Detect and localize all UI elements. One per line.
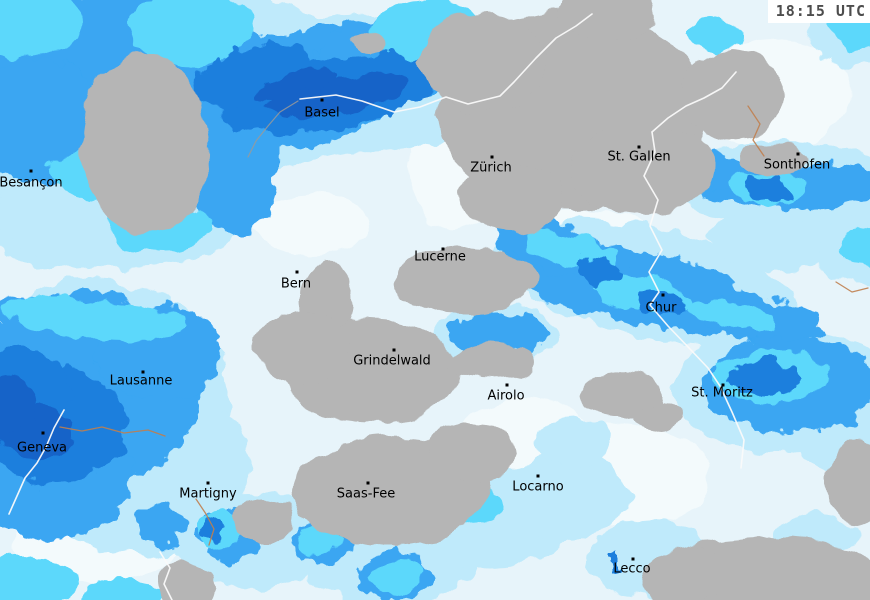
city-dot-airolo [505,383,509,387]
blob [839,227,870,265]
land-blob [743,141,803,175]
tan-border-line [59,426,166,437]
land-blob [648,547,736,600]
secondary-border-lines [59,105,869,546]
city-label-martigny: Martigny [179,486,237,502]
blob [449,312,545,356]
land-gray-layer [81,0,870,600]
blob [537,416,613,468]
blob [135,505,185,545]
land-blob [256,312,348,384]
land-blob [683,51,783,139]
blob [0,296,190,340]
blob [689,16,741,54]
blob [503,450,627,540]
blob [371,558,423,596]
blob [747,178,793,202]
city-label-lecco: Lecco [613,561,651,577]
city-dot-z-rich [490,155,494,159]
land-blob [156,560,216,600]
land-blob [81,55,209,235]
city-label-z-rich: Zürich [470,160,512,176]
river-lines [247,100,299,158]
city-dot-grindelwald [392,348,396,352]
city-dot-chur [661,293,665,297]
land-blob [450,344,534,380]
land-blob [562,0,658,42]
blob [257,68,339,100]
blob [686,298,778,334]
city-label-lausanne: Lausanne [109,373,173,389]
city-label-st-moritz: St. Moritz [691,385,753,401]
tan-border-line [747,105,765,157]
city-label-grindelwald: Grindelwald [353,353,431,369]
city-dot-besan-on [29,169,33,173]
city-dot-bern [295,270,299,274]
city-dot-geneva [41,431,45,435]
land-blob [420,12,544,112]
city-dot-st-gallen [637,145,641,149]
blob [0,375,36,435]
blob [250,195,370,255]
precip-dark-layer [0,68,411,460]
country-border-line [299,13,593,113]
country-border-line [159,551,173,600]
city-label-airolo: Airolo [487,388,525,404]
river-line [247,100,299,158]
city-label-bern: Bern [280,276,312,292]
city-dot-martigny [206,481,210,485]
blob [574,257,626,283]
land-blob [426,422,518,482]
land-blob [828,440,870,524]
blob [0,0,82,56]
blob [130,0,254,64]
city-label-saas-fee: Saas-Fee [336,486,396,502]
blob [610,550,616,568]
blob [729,360,801,396]
land-blob [231,498,297,542]
city-dot-lausanne [141,370,145,374]
city-dot-locarno [536,474,540,478]
city-dot-lucerne [441,247,445,251]
country-border-line [8,409,65,515]
land-blob [349,33,387,57]
land-blob [637,402,679,430]
city-label-lucerne: Lucerne [414,249,466,265]
tan-border-line [835,281,869,293]
city-dot-saas-fee [366,481,370,485]
city-label-besan-on: Besançon [0,175,63,191]
city-label-locarno: Locarno [512,479,564,495]
blob [637,288,683,312]
timestamp-badge: 18:15 UTC [767,0,870,23]
blob [204,518,226,542]
country-border-line [643,131,745,469]
land-blob [570,122,714,214]
blob [80,579,164,600]
city-label-geneva: Geneva [17,440,67,456]
blob [0,556,76,600]
blob [269,73,411,117]
city-dot-basel [320,98,324,102]
city-dot-lecco [631,557,635,561]
city-dot-st-moritz [721,383,725,387]
city-label-st-gallen: St. Gallen [607,149,671,165]
border-lines [8,13,745,600]
land-blob [460,160,564,232]
city-dot-sonthofen [796,152,800,156]
tan-border-line [195,498,215,546]
country-border-line [651,71,737,133]
city-label-chur: Chur [645,300,677,316]
city-label-basel: Basel [304,105,340,121]
land-blob [393,247,537,313]
city-label-sonthofen: Sonthofen [763,157,831,173]
